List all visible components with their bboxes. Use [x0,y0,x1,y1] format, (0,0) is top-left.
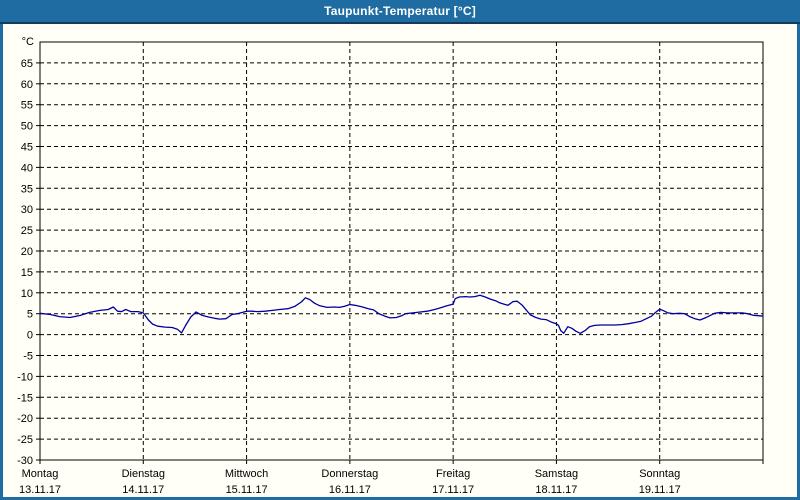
dew-point-series-line [39,294,764,334]
x-day-label: Sonntag [639,468,680,480]
chart-title: Taupunkt-Temperatur [°C] [324,4,476,18]
title-bar: Taupunkt-Temperatur [°C] [0,0,800,24]
y-tick-label: 45 [21,142,33,154]
x-day-label: Montag [22,468,59,480]
x-date-label: 13.11.17 [19,484,61,496]
x-date-label: 14.11.17 [122,484,164,496]
y-tick-label: -15 [17,392,33,404]
y-axis-unit-label: °C [22,36,34,48]
y-tick-label: 65 [21,58,33,70]
y-tick-label: 50 [21,121,33,133]
x-day-label: Freitag [436,468,470,480]
x-day-label: Dienstag [122,468,165,480]
y-tick-label: 10 [21,288,33,300]
dew-point-line-chart: 65605550454035302520151050-5-10-15-20-25… [17,36,764,496]
x-date-label: 16.11.17 [329,484,371,496]
y-tick-label: 20 [21,246,33,258]
y-tick-label: 35 [21,183,33,195]
y-tick-label: 5 [27,309,33,321]
y-tick-label: 55 [21,100,33,112]
plot-border [39,41,764,461]
chart-panel: 65 60 55 50 45 40 35 30 25 20 15 10 5 0 -5 -10 -15 -20 -25… [3,24,797,497]
x-date-label: 17.11.17 [432,484,474,496]
x-day-label: Mittwoch [225,468,268,480]
y-tick-label: -25 [17,434,33,446]
x-date-label: 19.11.17 [639,484,681,496]
y-tick-label: 15 [21,267,33,279]
y-tick-label: -5 [23,351,33,363]
y-tick-label: -10 [17,371,33,383]
y-tick-label: 60 [21,79,33,91]
y-tick-label: 40 [21,162,33,174]
x-day-label: Samstag [535,468,578,480]
x-date-label: 15.11.17 [226,484,268,496]
x-date-label: 18.11.17 [535,484,577,496]
y-tick-label: -30 [17,455,33,467]
y-tick-label: -20 [17,413,33,425]
y-tick-label: 25 [21,225,33,237]
y-tick-label: 0 [27,330,33,342]
y-tick-label: 30 [21,204,33,216]
x-day-label: Donnerstag [321,468,378,480]
